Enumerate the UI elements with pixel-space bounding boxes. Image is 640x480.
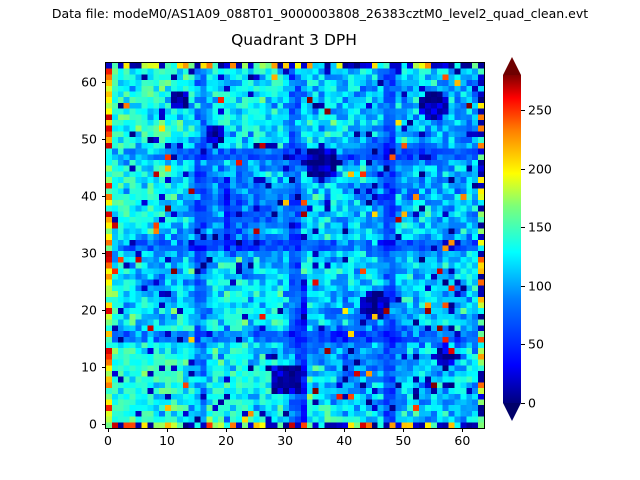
y-tick-label: 30 — [81, 245, 97, 261]
colorbar-tick-mark — [521, 403, 525, 404]
x-tick-mark — [285, 428, 287, 432]
y-tick-label: 60 — [81, 74, 97, 90]
x-tick-label: 60 — [454, 433, 471, 448]
y-tick-mark — [101, 196, 105, 198]
x-tick-mark — [107, 428, 109, 432]
colorbar-tick-label: 200 — [528, 161, 552, 177]
y-tick-label: 50 — [81, 131, 97, 147]
x-tick-mark — [403, 428, 405, 432]
x-tick-label: 30 — [277, 433, 294, 448]
colorbar-tick-label: 250 — [528, 102, 552, 118]
y-tick-label: 10 — [81, 359, 97, 375]
colorbar-tick-mark — [521, 227, 525, 229]
y-tick-mark — [101, 424, 105, 426]
colorbar-tick-label: 150 — [528, 219, 552, 235]
colorbar-tick-label: 0 — [528, 395, 536, 411]
colorbar-tick-label: 100 — [528, 278, 552, 294]
triangle-down-icon — [503, 403, 521, 421]
x-tick-mark — [167, 428, 169, 432]
triangle-up-icon — [503, 57, 521, 75]
y-tick-mark — [101, 310, 105, 312]
y-tick-label: 0 — [89, 416, 97, 432]
x-tick-label: 20 — [218, 433, 235, 448]
colorbar-tick-mark — [521, 344, 525, 346]
colorbar-gradient — [503, 75, 521, 403]
x-tick-mark — [226, 428, 228, 432]
figure-suptitle: Data file: modeM0/AS1A09_088T01_90000038… — [51, 6, 589, 21]
y-tick-mark — [101, 138, 105, 140]
colorbar-tick-mark — [521, 110, 525, 112]
axes-title: Quadrant 3 DPH — [231, 31, 357, 49]
heatmap-image[interactable] — [106, 63, 484, 428]
y-tick-label: 20 — [81, 302, 97, 318]
colorbar-tick-label: 50 — [528, 336, 544, 352]
x-tick-label: 0 — [103, 433, 112, 448]
x-tick-label: 40 — [336, 433, 353, 448]
x-tick-mark — [344, 428, 346, 432]
colorbar[interactable] — [503, 57, 521, 421]
y-tick-mark — [101, 81, 105, 83]
heatmap-axes[interactable] — [105, 62, 485, 429]
y-tick-mark — [101, 367, 105, 369]
y-tick-mark — [101, 253, 105, 255]
x-tick-mark — [462, 428, 464, 432]
x-tick-label: 50 — [395, 433, 412, 448]
colorbar-tick-mark — [521, 285, 525, 287]
x-tick-label: 10 — [159, 433, 175, 448]
colorbar-tick-mark — [521, 168, 525, 170]
y-tick-label: 40 — [81, 188, 97, 204]
